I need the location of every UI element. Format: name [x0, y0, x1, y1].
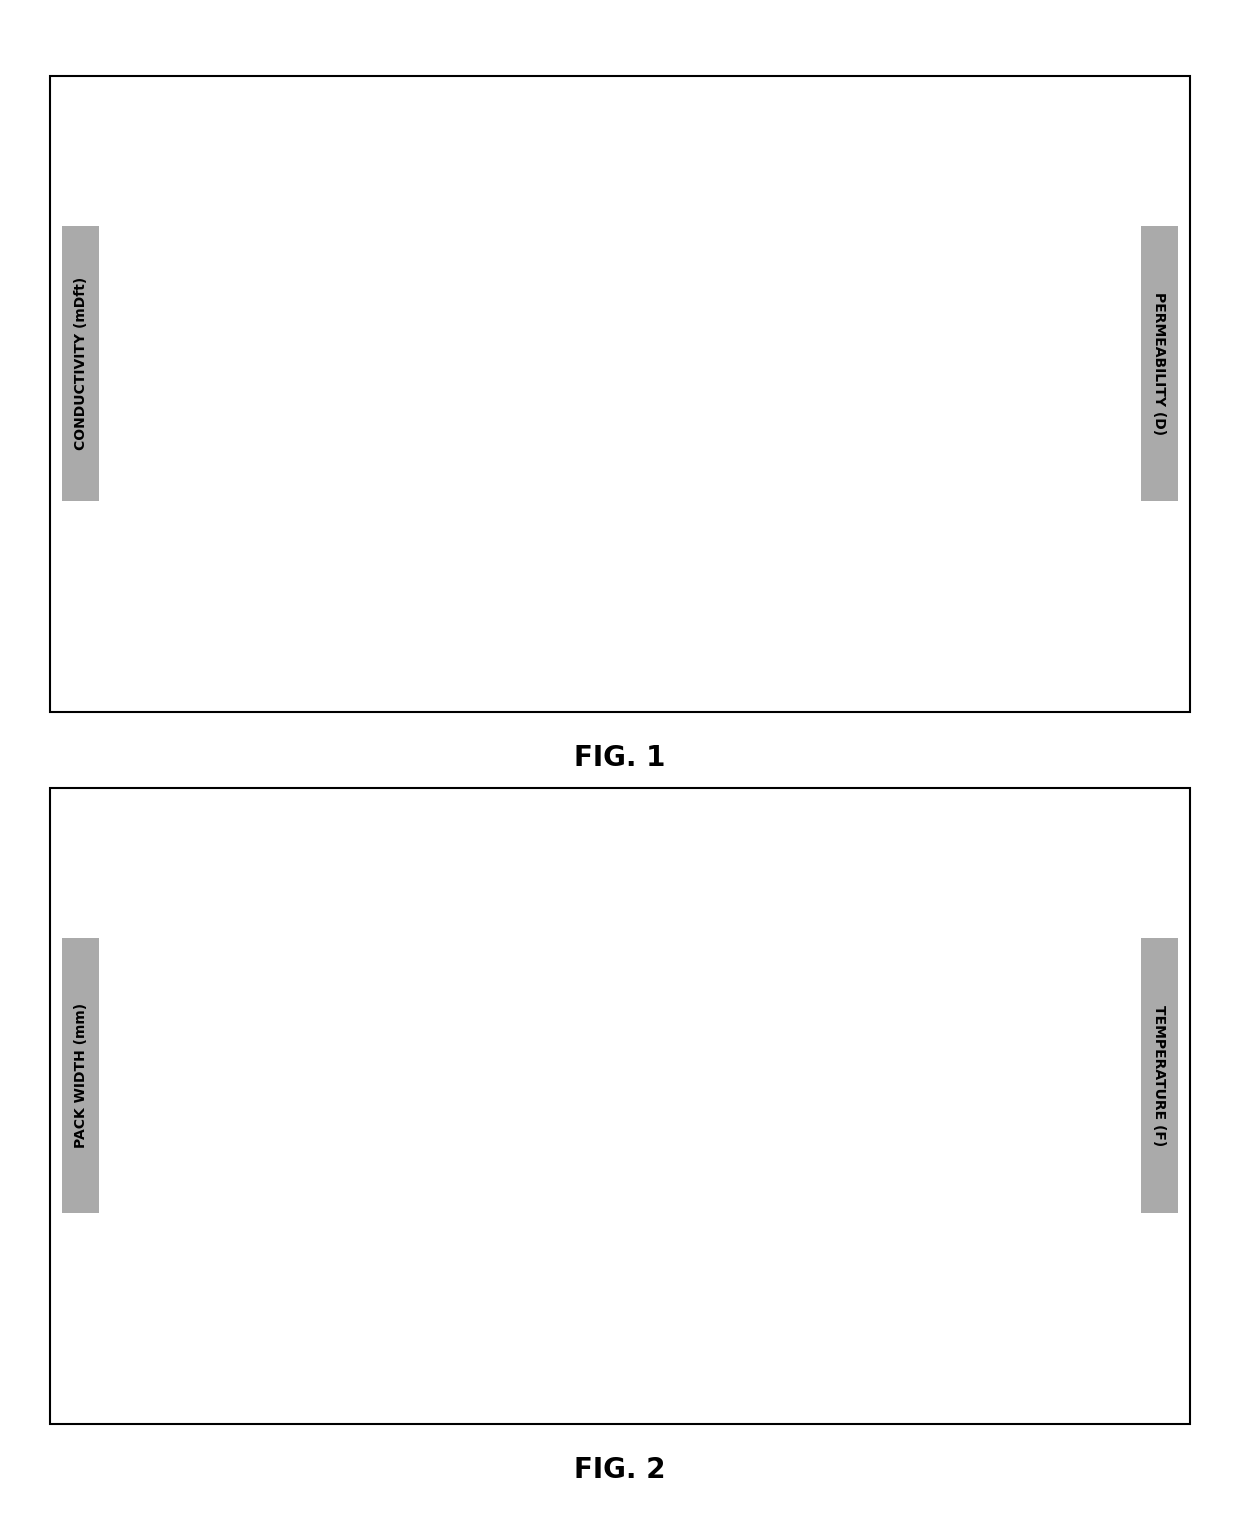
Text: TEMPERATURE (F): TEMPERATURE (F): [1152, 1004, 1167, 1147]
X-axis label: CLOSURE STRESS (psi): CLOSURE STRESS (psi): [546, 642, 719, 658]
Text: PACK WIDTH (mm): PACK WIDTH (mm): [73, 1003, 88, 1148]
Text: FIG. 1: FIG. 1: [574, 744, 666, 771]
X-axis label: CLOSURE STRESS (psi): CLOSURE STRESS (psi): [546, 1354, 719, 1370]
Text: FIG. 2: FIG. 2: [574, 1456, 666, 1483]
Text: PERMEABILITY (D): PERMEABILITY (D): [1152, 292, 1167, 435]
Text: CONDUCTIVITY (mDft): CONDUCTIVITY (mDft): [73, 277, 88, 450]
